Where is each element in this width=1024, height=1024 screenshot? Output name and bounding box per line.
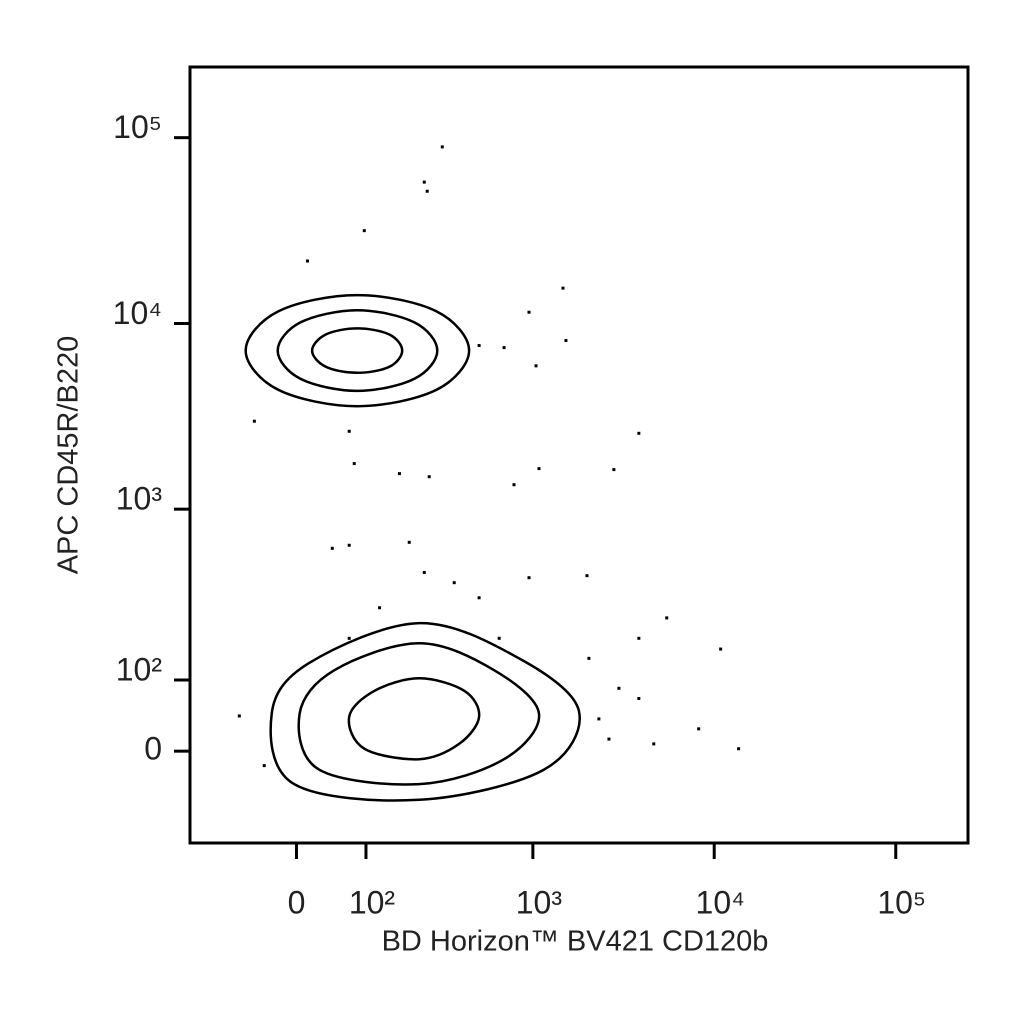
contour-line	[269, 621, 581, 802]
x-axis-label: BD Horizon™ BV421 CD120b	[382, 926, 769, 958]
x-tick-label: 0	[288, 884, 306, 920]
event-dot	[585, 574, 589, 578]
event-dot	[737, 747, 741, 751]
event-dot	[347, 543, 351, 547]
event-dot	[612, 468, 616, 472]
event-dot	[262, 764, 266, 768]
event-dot	[637, 431, 641, 435]
event-dot	[637, 636, 641, 640]
y-axis-label: APC CD45R/B220	[53, 336, 85, 575]
y-tick-label: 10³	[116, 481, 163, 517]
event-dot	[347, 429, 351, 433]
x-tick-label: 10³	[516, 884, 563, 920]
contour-line	[244, 293, 471, 408]
event-dot	[652, 742, 656, 746]
x-tick-label: 10²	[349, 884, 396, 920]
event-dot	[617, 686, 621, 690]
event-dot	[587, 656, 591, 660]
contour-line	[310, 327, 404, 375]
event-dot	[564, 339, 568, 343]
event-dot	[252, 419, 256, 423]
y-tick-label: 10²	[116, 651, 163, 687]
event-dot	[452, 581, 456, 585]
event-dot	[527, 576, 531, 580]
contour-line	[276, 308, 439, 393]
event-dot	[378, 606, 382, 610]
event-dot	[502, 346, 506, 350]
event-dot	[477, 596, 481, 600]
contour-line	[297, 642, 541, 786]
event-dot	[347, 636, 351, 640]
event-dot	[719, 647, 723, 651]
event-dot	[440, 145, 444, 149]
event-dot	[697, 727, 701, 731]
event-dot	[427, 475, 431, 479]
event-dot	[397, 472, 401, 476]
event-dot	[362, 229, 366, 233]
event-dot	[305, 259, 309, 263]
event-dot	[637, 696, 641, 700]
y-tick-label: 0	[144, 731, 162, 767]
event-dot	[597, 717, 601, 721]
event-dot	[422, 180, 426, 184]
y-tick-label: 10⁵	[113, 109, 162, 145]
event-dot	[561, 286, 565, 290]
event-dot	[537, 467, 541, 471]
event-dot	[512, 483, 516, 487]
x-tick-label: 10⁵	[877, 884, 926, 920]
x-tick-label: 10⁴	[696, 884, 745, 920]
event-dot	[237, 714, 241, 718]
event-dot	[497, 636, 501, 640]
plot-frame	[188, 65, 970, 845]
event-dot	[477, 344, 481, 348]
event-dot	[534, 364, 538, 368]
event-dot	[422, 570, 426, 574]
event-dot	[607, 737, 611, 741]
event-dot	[407, 540, 411, 544]
event-dot	[330, 546, 334, 550]
event-dot	[665, 616, 669, 620]
event-dot	[352, 462, 356, 466]
event-dot	[527, 310, 531, 314]
y-tick-label: 10⁴	[113, 295, 162, 331]
contour-line	[347, 677, 481, 761]
event-dot	[425, 189, 429, 193]
